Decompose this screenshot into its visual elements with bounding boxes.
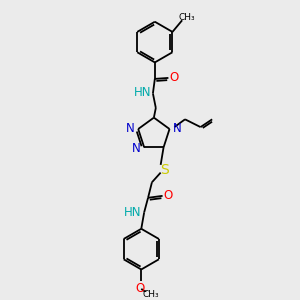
Text: N: N: [132, 142, 141, 155]
Text: HN: HN: [124, 206, 141, 219]
Text: O: O: [136, 282, 145, 295]
Text: N: N: [173, 122, 182, 134]
Text: O: O: [164, 189, 173, 203]
Text: HN: HN: [134, 86, 151, 99]
Text: O: O: [169, 71, 179, 84]
Text: CH₃: CH₃: [142, 290, 159, 299]
Text: N: N: [126, 122, 135, 134]
Text: S: S: [160, 163, 169, 177]
Text: CH₃: CH₃: [179, 13, 195, 22]
